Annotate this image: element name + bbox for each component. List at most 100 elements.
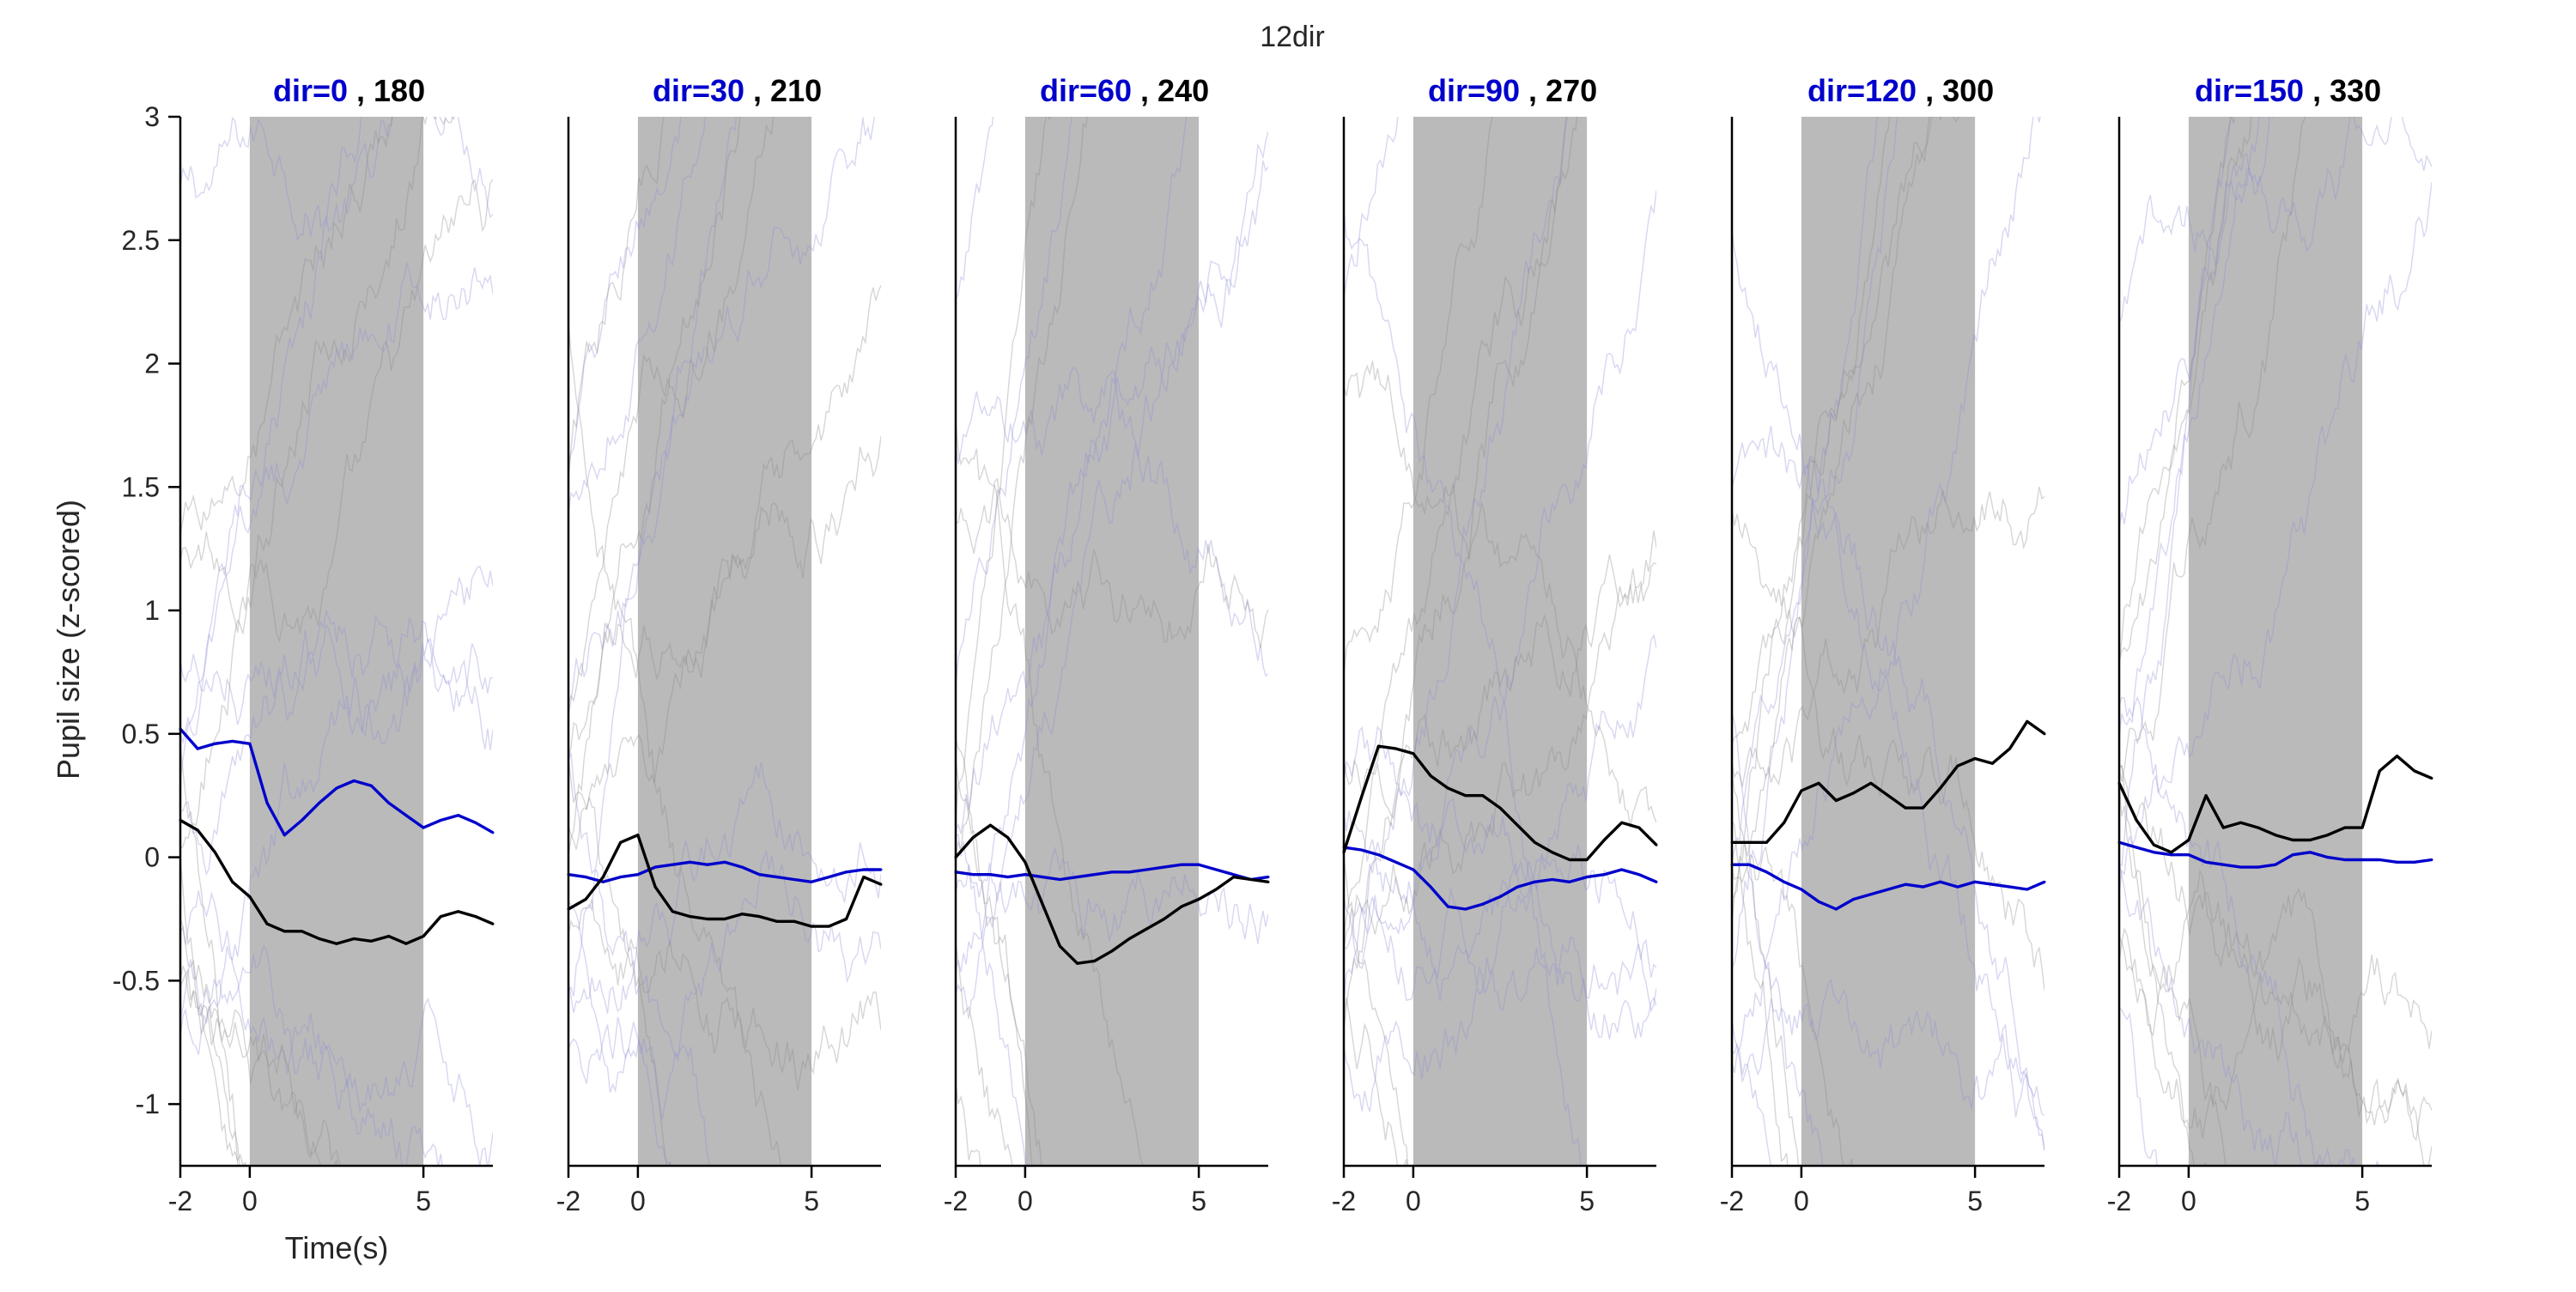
trial-traces	[180, 117, 493, 1166]
trial-trace	[180, 117, 393, 535]
panel-title-opposite: , 330	[2304, 73, 2381, 108]
series-point	[1817, 781, 1820, 785]
panel-title-opposite: , 240	[1132, 73, 1209, 108]
series-point	[1394, 860, 1398, 864]
series-point	[1163, 917, 1166, 920]
series-point	[2360, 826, 2364, 829]
series-point	[2430, 777, 2433, 780]
series-point	[1783, 821, 1786, 824]
trial-trace	[956, 943, 1013, 1166]
trial-trace	[2119, 117, 2432, 324]
series-point	[689, 860, 692, 864]
series-point	[196, 828, 199, 832]
trial-trace	[1344, 190, 1656, 950]
trial-trace	[1732, 820, 1789, 1166]
series-point	[706, 863, 709, 866]
trial-trace	[956, 117, 1088, 858]
series-point	[1516, 885, 1519, 889]
series-point	[2043, 880, 2046, 883]
series-point	[1232, 876, 1236, 879]
series-point	[301, 818, 304, 822]
trial-trace	[1344, 208, 1582, 1166]
y-axis-label: Pupil size (z-scored)	[51, 500, 86, 779]
panel-3: -2 0 5 dir=60 , 240	[944, 73, 1270, 1216]
trial-trace	[2119, 765, 2432, 1142]
series-point	[1834, 798, 1838, 802]
trial-trace	[1344, 117, 1399, 299]
y-tick-label: 0.5	[122, 719, 160, 749]
series-point	[988, 873, 992, 876]
trial-trace	[1344, 117, 1567, 939]
series-point	[1620, 821, 1624, 824]
series-point	[1747, 840, 1751, 844]
series-point	[653, 885, 657, 889]
panel-title-primary: dir=90	[1428, 73, 1520, 108]
series-point	[971, 873, 975, 876]
x-tick-label: 0	[242, 1186, 258, 1216]
trial-trace	[2119, 784, 2207, 1166]
series-point	[793, 877, 796, 881]
series-point	[2135, 818, 2138, 822]
series-point	[1747, 863, 1751, 866]
series-point	[2239, 821, 2243, 824]
trial-trace	[956, 117, 1188, 973]
series-point	[2326, 834, 2330, 837]
series-point	[283, 834, 286, 837]
x-tick-label: 5	[1191, 1186, 1206, 1216]
series-point	[352, 779, 355, 782]
series-point	[1076, 876, 1079, 879]
x-tick-label: -2	[2107, 1186, 2131, 1216]
trial-trace	[1344, 857, 1409, 1166]
series-point	[1939, 880, 1942, 883]
trial-trace	[2119, 117, 2263, 867]
trial-trace	[180, 964, 341, 1166]
y-tick-label: -1	[136, 1089, 160, 1119]
series-point	[2257, 826, 2260, 829]
y-tick-label: 1	[144, 595, 160, 626]
series-point	[1956, 764, 1959, 767]
trial-trace	[2119, 935, 2432, 1166]
series-point	[1990, 883, 1994, 886]
series-point	[671, 863, 674, 866]
x-axis-label: Time(s)	[285, 1230, 389, 1265]
y-tick-label: 1.5	[122, 471, 160, 502]
series-point	[584, 876, 587, 879]
series-point	[301, 930, 304, 933]
trial-trace	[568, 323, 782, 1166]
series-point	[1498, 806, 1502, 810]
series-point	[1127, 870, 1131, 874]
series-point	[1568, 880, 1571, 883]
series-point	[1267, 880, 1270, 883]
panel-title: dir=150 , 330	[2195, 73, 2381, 108]
series-point	[879, 883, 883, 886]
series-point	[619, 840, 623, 844]
panel-title: dir=90 , 270	[1428, 73, 1597, 108]
series-point	[1533, 840, 1536, 844]
series-point	[1620, 868, 1624, 871]
series-point	[318, 801, 321, 804]
series-point	[2257, 865, 2260, 869]
trial-trace	[1344, 810, 1656, 1040]
series-point	[1602, 873, 1606, 876]
x-tick-label: -2	[1720, 1186, 1744, 1216]
trial-trace	[1732, 773, 1800, 1166]
series-point	[196, 747, 199, 750]
trial-trace	[1344, 530, 1656, 820]
trial-trace	[956, 367, 1268, 677]
trial-trace	[956, 131, 1268, 834]
series-point	[335, 786, 338, 790]
series-point	[2378, 769, 2381, 773]
x-tick-label: 0	[2181, 1186, 2196, 1216]
series-point	[653, 865, 657, 869]
panel-title-opposite: , 180	[348, 73, 425, 108]
trial-trace	[1344, 844, 1656, 1013]
series-point	[1110, 870, 1114, 874]
series-point	[1093, 873, 1097, 876]
x-tick-label: 0	[1794, 1186, 1809, 1216]
series-point	[2026, 888, 2029, 891]
series-point	[318, 937, 321, 940]
series-point	[1232, 873, 1236, 876]
trial-trace	[180, 890, 493, 1166]
series-point	[862, 876, 866, 879]
series-point	[584, 897, 587, 901]
